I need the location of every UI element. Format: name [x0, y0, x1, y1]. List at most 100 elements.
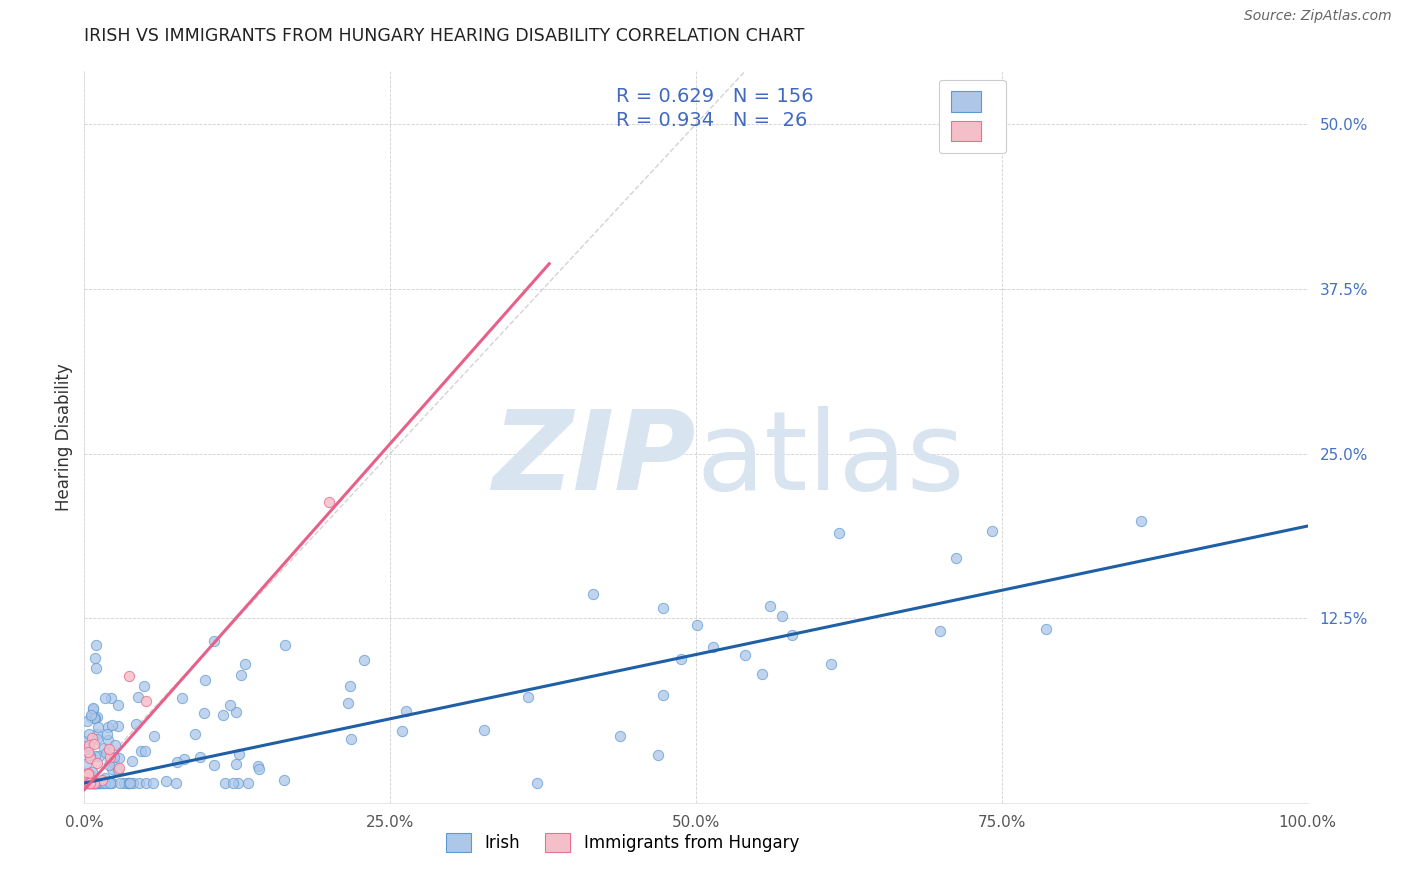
Point: [83, 776, 105, 790]
Point: [128, 776, 150, 790]
Point: [75, 733, 97, 747]
Point: [127, 690, 149, 704]
Point: [247, 759, 270, 773]
Point: [77, 776, 100, 790]
Point: [79, 751, 101, 765]
Point: [225, 705, 247, 719]
Point: [91, 776, 114, 790]
Point: [652, 600, 675, 615]
Point: [212, 707, 235, 722]
Point: [77, 738, 100, 752]
Point: [981, 524, 1004, 538]
Point: [93, 771, 115, 785]
Point: [79, 776, 101, 790]
Point: [117, 776, 139, 790]
Point: [98, 776, 121, 790]
Point: [202, 634, 225, 648]
Point: [76, 767, 98, 781]
Point: [73, 739, 96, 753]
Point: [652, 689, 675, 703]
Point: [273, 772, 295, 787]
Point: [337, 696, 360, 710]
Point: [928, 624, 950, 639]
Point: [118, 776, 141, 790]
Point: [96, 746, 118, 760]
Point: [84, 660, 107, 674]
Point: [671, 652, 693, 666]
Point: [80, 707, 103, 722]
Point: [96, 727, 118, 741]
Point: [97, 742, 120, 756]
Point: [202, 757, 225, 772]
Point: [121, 754, 143, 768]
Point: [107, 761, 129, 775]
Point: [233, 657, 256, 672]
Point: [107, 763, 129, 777]
Point: [108, 750, 131, 764]
Point: [103, 756, 125, 770]
Point: [86, 727, 108, 741]
Point: [98, 758, 121, 772]
Point: [83, 776, 105, 790]
Point: [125, 716, 148, 731]
Point: [107, 698, 129, 712]
Point: [98, 776, 121, 790]
Point: [80, 776, 103, 790]
Point: [79, 776, 101, 790]
Point: [83, 776, 105, 790]
Point: [100, 690, 122, 705]
Point: [86, 756, 108, 771]
Point: [582, 587, 605, 601]
Point: [820, 657, 842, 671]
Point: [84, 749, 107, 764]
Point: [79, 776, 101, 790]
Point: [79, 776, 101, 790]
Point: [76, 776, 98, 790]
Point: [79, 769, 101, 783]
Point: [117, 776, 139, 790]
Point: [394, 705, 416, 719]
Text: atlas: atlas: [696, 406, 965, 513]
Point: [118, 668, 141, 682]
Point: [609, 729, 631, 743]
Text: IRISH VS IMMIGRANTS FROM HUNGARY HEARING DISABILITY CORRELATION CHART: IRISH VS IMMIGRANTS FROM HUNGARY HEARING…: [84, 27, 804, 45]
Point: [134, 744, 156, 758]
Point: [77, 776, 100, 790]
Point: [76, 776, 98, 790]
Point: [122, 776, 145, 790]
Point: [75, 776, 97, 790]
Point: [517, 690, 540, 704]
Point: [94, 776, 117, 790]
Point: [135, 776, 157, 790]
Point: [79, 776, 101, 790]
Point: [222, 776, 245, 790]
Point: [828, 525, 851, 540]
Point: [90, 776, 112, 790]
Point: [82, 776, 104, 790]
Point: [339, 732, 361, 747]
Point: [117, 776, 139, 790]
Text: R = 0.629   N = 156: R = 0.629 N = 156: [616, 87, 814, 106]
Point: [142, 776, 165, 790]
Point: [218, 698, 240, 713]
Point: [84, 776, 107, 790]
Point: [75, 775, 97, 789]
Point: [76, 766, 98, 780]
Point: [228, 747, 250, 761]
Point: [83, 776, 105, 790]
Point: [87, 776, 110, 790]
Point: [84, 776, 107, 790]
Point: [76, 776, 98, 790]
Point: [226, 776, 249, 790]
Point: [77, 745, 100, 759]
Point: [77, 727, 100, 741]
Legend: Irish, Immigrants from Hungary: Irish, Immigrants from Hungary: [437, 824, 807, 860]
Point: [135, 694, 157, 708]
Point: [97, 720, 120, 734]
Point: [166, 755, 188, 769]
Point: [945, 550, 967, 565]
Text: Source: ZipAtlas.com: Source: ZipAtlas.com: [1244, 9, 1392, 23]
Point: [77, 776, 100, 790]
Point: [90, 776, 112, 790]
Point: [82, 776, 104, 790]
